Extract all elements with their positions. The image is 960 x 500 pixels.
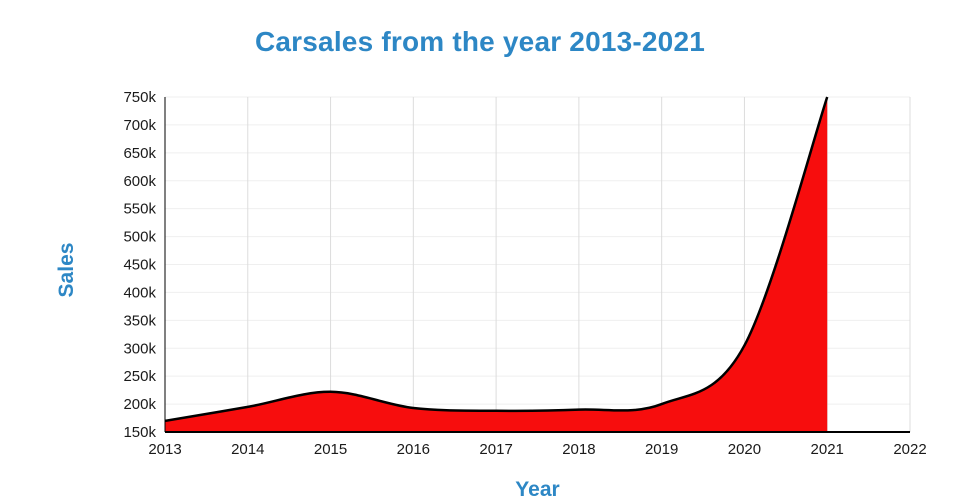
x-tick-label: 2013 [148,441,181,458]
x-tick-label: 2014 [231,441,264,458]
x-tick-label: 2020 [728,441,761,458]
y-tick-label: 150k [123,424,156,441]
y-tick-label: 300k [123,340,156,357]
x-tick-label: 2019 [645,441,678,458]
y-tick-label: 250k [123,368,156,385]
y-tick-label: 550k [123,201,156,218]
x-tick-label: 2021 [811,441,844,458]
area-series [165,97,828,432]
y-tick-label: 650k [123,145,156,162]
y-tick-label: 200k [123,396,156,413]
y-tick-label: 400k [123,284,156,301]
x-tick-label: 2016 [397,441,430,458]
y-tick-label: 450k [123,257,156,274]
y-tick-label: 700k [123,117,156,134]
y-tick-label: 600k [123,173,156,190]
x-axis-label: Year [515,478,560,500]
line-series [165,96,829,423]
x-tick-label: 2017 [479,441,512,458]
x-tick-label: 2022 [893,441,926,458]
y-tick-label: 350k [123,312,156,329]
x-tick-label: 2015 [314,441,347,458]
y-tick-label: 750k [123,89,156,106]
y-tick-label: 500k [123,229,156,246]
chart-title: Carsales from the year 2013-2021 [254,26,705,57]
x-tick-label: 2018 [562,441,595,458]
